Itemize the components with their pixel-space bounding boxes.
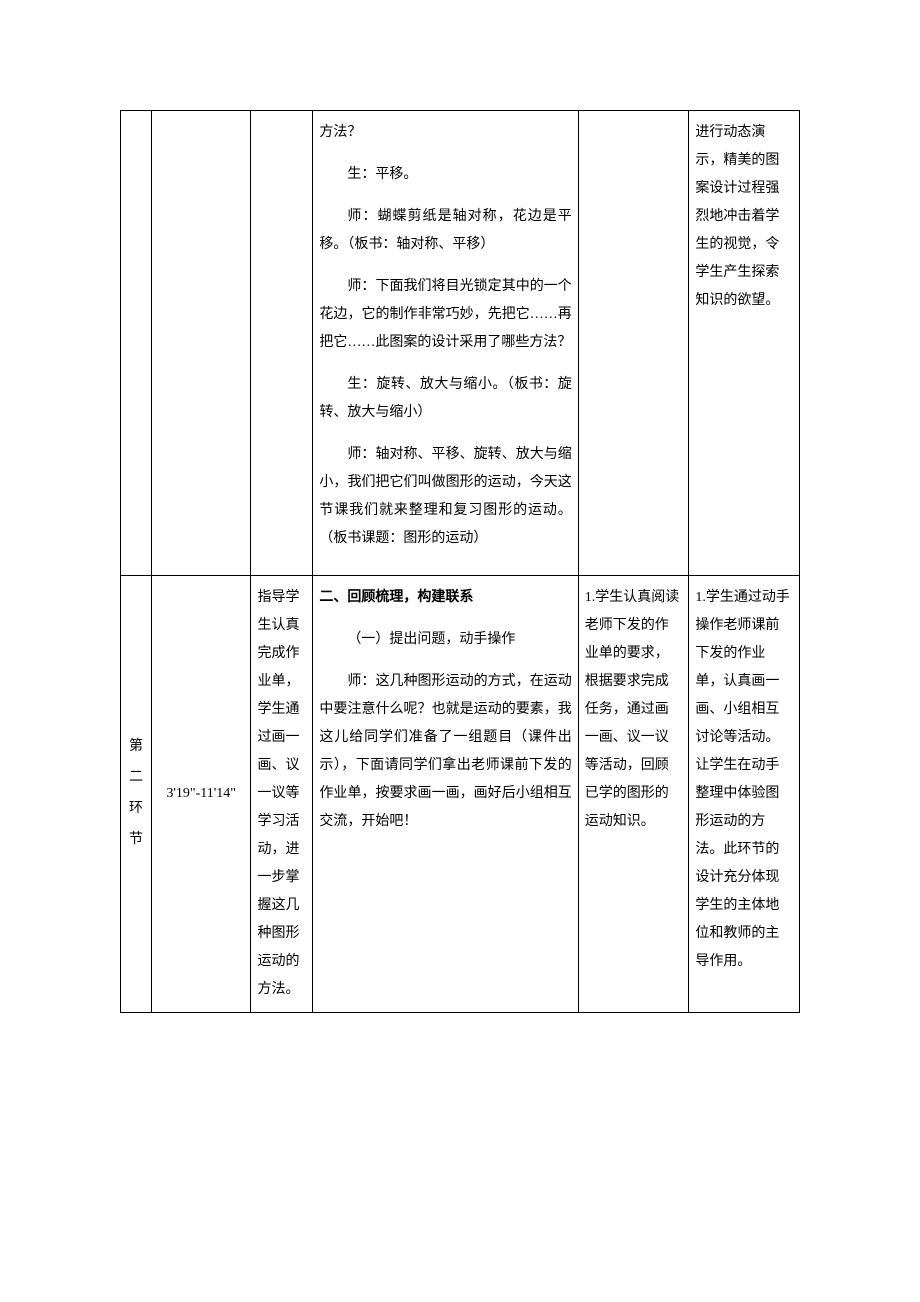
stage-char: 节	[125, 825, 147, 856]
paragraph: 生：平移。	[319, 161, 571, 189]
section-heading: 二、回顾梳理，构建联系	[319, 584, 571, 612]
paragraph: 指导学生认真完成作业单，学生通过画一画、议一议等学习活动，进一步掌握这几种图形运…	[257, 584, 306, 1004]
cell-teacher-activity: 方法？ 生：平移。 师：蝴蝶剪纸是轴对称，花边是平移。（板书：轴对称、平移） 师…	[313, 111, 578, 576]
paragraph: 进行动态演示，精美的图案设计过程强烈地冲击着学生的视觉，令学生产生探索知识的欲望…	[695, 119, 793, 315]
sub-heading: （一）提出问题，动手操作	[319, 626, 571, 654]
cell-stage: 第 二 环 节	[121, 576, 152, 1013]
paragraph: 师：下面我们将目光锁定其中的一个花边，它的制作非常巧妙，先把它……再把它……此图…	[319, 273, 571, 357]
cell-student-activity	[578, 111, 689, 576]
cell-design-intent: 进行动态演示，精美的图案设计过程强烈地冲击着学生的视觉，令学生产生探索知识的欲望…	[689, 111, 800, 576]
paragraph: 师：轴对称、平移、旋转、放大与缩小，我们把它们叫做图形的运动，今天这节课我们就来…	[319, 441, 571, 553]
paragraph: 师：这几种图形运动的方式，在运动中要注意什么呢？也就是运动的要素，我这儿给同学们…	[319, 668, 571, 836]
cell-time	[151, 111, 251, 576]
cell-guidance: 指导学生认真完成作业单，学生通过画一画、议一议等学习活动，进一步掌握这几种图形运…	[251, 576, 313, 1013]
cell-student-activity: 1.学生认真阅读老师下发的作业单的要求，根据要求完成任务，通过画一画、议一议等活…	[578, 576, 689, 1013]
lesson-plan-table: 方法？ 生：平移。 师：蝴蝶剪纸是轴对称，花边是平移。（板书：轴对称、平移） 师…	[120, 110, 800, 1013]
paragraph: 生：旋转、放大与缩小。（板书：旋转、放大与缩小）	[319, 371, 571, 427]
paragraph: 师：蝴蝶剪纸是轴对称，花边是平移。（板书：轴对称、平移）	[319, 203, 571, 259]
paragraph: 1.学生认真阅读老师下发的作业单的要求，根据要求完成任务，通过画一画、议一议等活…	[585, 584, 683, 836]
cell-design-intent: 1.学生通过动手操作老师课前下发的作业单，认真画一画、小组相互讨论等活动。让学生…	[689, 576, 800, 1013]
cell-guidance	[251, 111, 313, 576]
stage-char: 二	[125, 763, 147, 794]
table-row: 方法？ 生：平移。 师：蝴蝶剪纸是轴对称，花边是平移。（板书：轴对称、平移） 师…	[121, 111, 800, 576]
stage-char: 环	[125, 794, 147, 825]
cell-time: 3'19"-11'14"	[151, 576, 251, 1013]
paragraph: 方法？	[319, 119, 571, 147]
table-row: 第 二 环 节 3'19"-11'14" 指导学生认真完成作业单，学生通过画一画…	[121, 576, 800, 1013]
document-page: 方法？ 生：平移。 师：蝴蝶剪纸是轴对称，花边是平移。（板书：轴对称、平移） 师…	[0, 0, 920, 1123]
time-range: 3'19"-11'14"	[166, 786, 236, 801]
stage-char: 第	[125, 732, 147, 763]
paragraph: 1.学生通过动手操作老师课前下发的作业单，认真画一画、小组相互讨论等活动。让学生…	[695, 584, 793, 976]
cell-teacher-activity: 二、回顾梳理，构建联系 （一）提出问题，动手操作 师：这几种图形运动的方式，在运…	[313, 576, 578, 1013]
cell-stage	[121, 111, 152, 576]
